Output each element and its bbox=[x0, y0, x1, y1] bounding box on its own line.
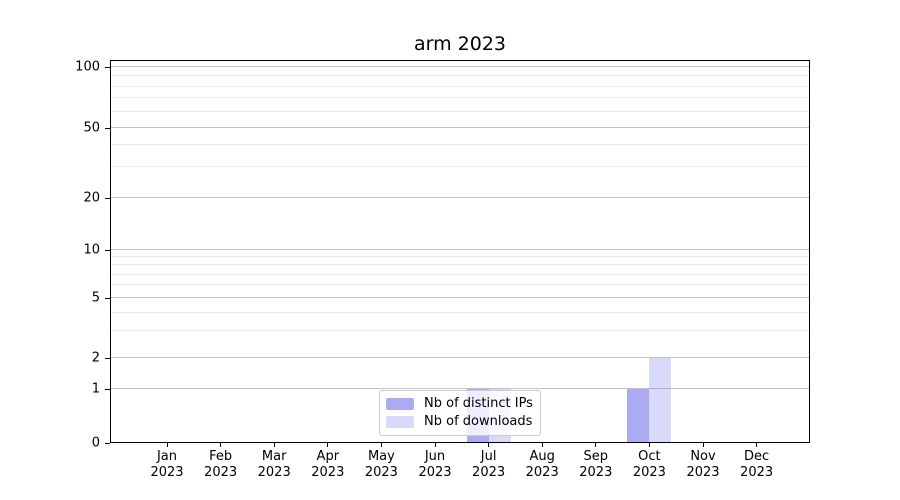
y-tick-mark bbox=[105, 388, 110, 390]
bar-distinct-ips bbox=[627, 389, 650, 443]
x-tick-mark bbox=[595, 443, 597, 447]
x-tick-label: Jan 2023 bbox=[150, 449, 184, 480]
gridline-minor bbox=[110, 284, 810, 286]
gridline-major bbox=[110, 249, 810, 251]
y-tick-mark bbox=[105, 67, 110, 68]
gridline-major bbox=[110, 357, 810, 359]
y-tick-mark bbox=[105, 250, 110, 251]
legend-item: Nb of distinct IPs bbox=[386, 395, 534, 413]
legend-item: Nb of downloads bbox=[386, 413, 534, 431]
x-tick-mark bbox=[541, 443, 543, 447]
y-tick-label: 50 bbox=[83, 120, 100, 136]
bar-downloads bbox=[649, 358, 672, 443]
gridline-minor bbox=[110, 110, 810, 112]
gridline-minor bbox=[110, 166, 810, 168]
plot-frame bbox=[110, 60, 810, 443]
y-tick-label: 2 bbox=[91, 350, 100, 366]
gridline-minor bbox=[110, 264, 810, 266]
x-tick-label: Jul 2023 bbox=[472, 449, 506, 480]
gridline-minor bbox=[110, 330, 810, 332]
gridline-minor bbox=[110, 85, 810, 87]
gridline-minor bbox=[110, 273, 810, 275]
gridline-major bbox=[110, 66, 810, 68]
y-tick-mark bbox=[105, 297, 110, 299]
x-tick-mark bbox=[648, 443, 650, 447]
gridline-minor bbox=[110, 75, 810, 77]
gridline-major bbox=[110, 197, 810, 198]
y-tick-label: 100 bbox=[75, 59, 100, 75]
legend-swatch-downloads bbox=[386, 416, 414, 428]
x-tick-mark bbox=[434, 443, 436, 447]
x-tick-label: Mar 2023 bbox=[257, 449, 291, 480]
x-tick-label: Aug 2023 bbox=[525, 449, 559, 480]
x-tick-label: Sep 2023 bbox=[579, 449, 613, 480]
x-tick-label: Jun 2023 bbox=[418, 449, 452, 480]
x-tick-label: Apr 2023 bbox=[311, 449, 345, 480]
x-tick-mark bbox=[273, 443, 275, 447]
gridline-minor bbox=[110, 144, 810, 146]
gridline-major bbox=[110, 297, 810, 298]
x-tick-label: Feb 2023 bbox=[204, 449, 238, 480]
gridline-minor bbox=[110, 311, 810, 313]
x-tick-mark bbox=[220, 443, 222, 447]
x-tick-mark bbox=[327, 443, 329, 447]
x-tick-mark bbox=[488, 443, 490, 447]
x-tick-label: Nov 2023 bbox=[686, 449, 720, 480]
y-tick-mark bbox=[105, 358, 110, 359]
x-tick-mark bbox=[166, 443, 168, 447]
chart-title: arm 2023 bbox=[413, 33, 507, 55]
gridline-major bbox=[110, 388, 810, 389]
x-tick-mark bbox=[702, 443, 704, 447]
plot-area: Nb of distinct IPs Nb of downloads bbox=[110, 60, 810, 443]
y-tick-mark bbox=[105, 443, 110, 444]
x-tick-mark bbox=[380, 443, 382, 447]
y-tick-mark bbox=[105, 197, 110, 199]
legend-label: Nb of distinct IPs bbox=[424, 396, 533, 411]
gridline-minor bbox=[110, 97, 810, 99]
y-tick-label: 10 bbox=[83, 242, 100, 258]
legend-label: Nb of downloads bbox=[424, 414, 533, 429]
gridline-minor bbox=[110, 256, 810, 258]
legend: Nb of distinct IPs Nb of downloads bbox=[379, 390, 541, 436]
y-tick-mark bbox=[105, 127, 110, 129]
x-tick-mark bbox=[756, 443, 758, 447]
y-tick-label: 5 bbox=[91, 290, 100, 306]
y-tick-label: 20 bbox=[83, 190, 100, 206]
x-tick-label: Dec 2023 bbox=[740, 449, 774, 480]
y-tick-label: 0 bbox=[91, 435, 100, 451]
y-tick-label: 1 bbox=[91, 381, 100, 397]
gridline-major bbox=[110, 126, 810, 128]
x-tick-label: Oct 2023 bbox=[632, 449, 666, 480]
legend-swatch-distinct-ips bbox=[386, 398, 414, 410]
x-tick-label: May 2023 bbox=[364, 449, 398, 480]
